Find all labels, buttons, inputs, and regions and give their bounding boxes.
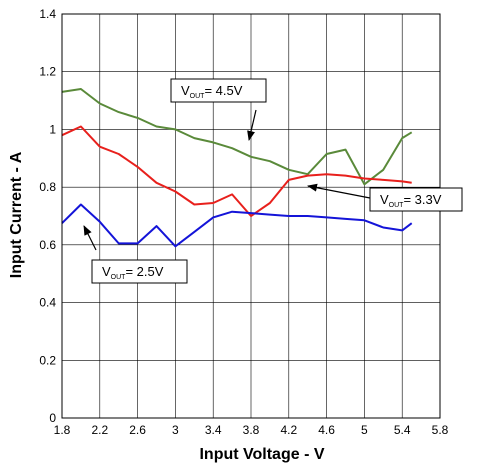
y-tick-label: 0.6 (39, 238, 56, 252)
annotation-label: VOUT= 2.5V (102, 264, 164, 281)
y-tick-label: 1 (49, 122, 56, 136)
x-tick-label: 5.8 (432, 423, 449, 437)
annotation-arrow (83, 225, 97, 251)
annotation-box (369, 187, 463, 212)
y-tick-label: 0 (49, 411, 56, 425)
annotation-label: VOUT= 4.5V (181, 83, 243, 100)
annotation-1: VOUT= 4.5V (170, 78, 267, 141)
series-line-1 (61, 88, 413, 186)
annotation-arrow (307, 183, 371, 199)
annotation-box (91, 259, 188, 284)
y-tick-label: 1.4 (39, 7, 56, 21)
y-tick-label: 0.2 (39, 353, 56, 367)
y-tick-label: 1.2 (39, 65, 56, 79)
series-line-2 (61, 125, 412, 217)
x-tick-label: 3 (172, 423, 179, 437)
annotation-label: VOUT= 3.3V (380, 192, 442, 209)
x-tick-labels: 1.8 2.2 2.6 3 3.4 3.8 4.2 4.6 5 5.4 5.8 (54, 423, 449, 437)
x-tick-label: 5 (361, 423, 368, 437)
annotation-box (170, 78, 267, 103)
x-tick-label: 3.4 (205, 423, 222, 437)
annotation-3: VOUT= 2.5V (83, 225, 188, 284)
plot-frame (61, 13, 441, 419)
series-line-3 (61, 203, 413, 248)
x-tick-label: 4.2 (280, 423, 297, 437)
x-tick-label: 2.2 (91, 423, 108, 437)
x-axis-title: Input Voltage - V (199, 446, 324, 463)
y-tick-labels: 0 0.2 0.4 0.6 0.8 1 1.2 1.4 (39, 7, 56, 425)
y-tick-label: 0.8 (39, 180, 56, 194)
x-tick-label: 5.4 (394, 423, 411, 437)
annotation-2: VOUT= 3.3V (307, 183, 463, 212)
y-axis-title: Input Current - A (8, 151, 25, 278)
x-tick-label: 3.8 (243, 423, 260, 437)
chart-series (61, 88, 413, 248)
x-tick-label: 1.8 (54, 423, 71, 437)
y-tick-label: 0.4 (39, 296, 56, 310)
chart-annotations: VOUT= 4.5V VOUT= 3.3V VOUT= 2.5V (83, 78, 463, 284)
annotation-arrow (247, 109, 257, 141)
x-tick-label: 2.6 (129, 423, 146, 437)
x-tick-label: 4.6 (318, 423, 335, 437)
